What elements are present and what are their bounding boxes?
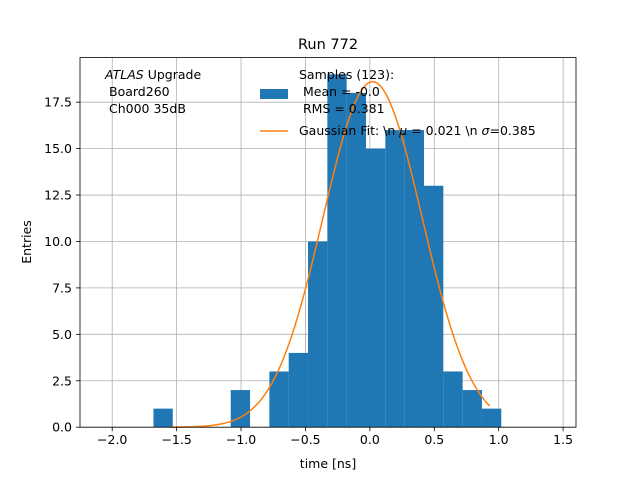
histogram-bar (327, 74, 347, 428)
histogram-bar (462, 390, 482, 428)
x-tick-label: 0.0 (360, 432, 380, 447)
y-tick-label: 7.5 (52, 280, 72, 295)
histogram-bar (481, 408, 502, 428)
legend-fit-suffix: =0.385 (489, 123, 535, 138)
x-axis-label: time [ns] (300, 456, 356, 471)
x-tick-label: −1.0 (226, 432, 256, 447)
histogram-bar (404, 130, 424, 428)
histogram-bar (308, 241, 328, 428)
chart-title: Run 772 (298, 37, 358, 53)
y-tick-label: 12.5 (44, 188, 72, 203)
board-label: Board260 (109, 84, 170, 99)
histogram-bar (423, 185, 444, 428)
x-tick-label: −0.5 (290, 432, 320, 447)
legend-sigma-symbol: σ (482, 123, 491, 138)
legend-fit-prefix: Gaussian Fit: \n (299, 123, 399, 138)
histogram-bars (153, 74, 502, 428)
gaussian-fit-curve (170, 80, 491, 428)
y-tick-label: 5.0 (52, 327, 72, 342)
svg-text:ATLAS Upgrade: ATLAS Upgrade (104, 67, 201, 82)
y-tick-label: 2.5 (52, 373, 72, 388)
x-tick-label: 1.0 (489, 432, 509, 447)
histogram-bar (366, 148, 386, 428)
histogram-bar (230, 390, 251, 428)
y-tick-label: 17.5 (44, 95, 72, 110)
legend-histogram-mean: Mean = -0.0 (299, 84, 380, 99)
plot-frame (79, 57, 577, 428)
legend-histogram-title: Samples (123): (299, 67, 394, 82)
y-axis-label: Entries (19, 220, 34, 264)
legend-mu-symbol: μ (398, 123, 407, 138)
x-axis-ticks: −2.0 −1.5 −1.0 −0.5 0.0 0.5 1.0 1.5 (97, 427, 573, 447)
y-tick-label: 10.0 (44, 234, 72, 249)
channel-label: Ch000 35dB (109, 101, 186, 116)
x-tick-label: 0.5 (424, 432, 444, 447)
atlas-label: ATLAS (104, 67, 144, 82)
histogram-bar (153, 408, 173, 428)
histogram-bar (288, 352, 309, 428)
histogram-bar (385, 130, 405, 428)
legend: Samples (123): Mean = -0.0 RMS = 0.381 G… (260, 67, 536, 138)
histogram-bar (269, 371, 289, 428)
atlas-annotation: ATLAS Upgrade Board260 Ch000 35dB (104, 67, 201, 116)
legend-histogram-swatch (260, 89, 288, 99)
atlas-upgrade-label: Upgrade (144, 67, 202, 82)
x-tick-label: −2.0 (97, 432, 127, 447)
y-tick-label: 0.0 (52, 420, 72, 435)
x-tick-label: 1.5 (553, 432, 573, 447)
histogram-bar (346, 92, 367, 428)
legend-histogram-rms: RMS = 0.381 (299, 101, 385, 116)
x-tick-label: −1.5 (161, 432, 191, 447)
y-axis-ticks: 0.0 2.5 5.0 7.5 10.0 12.5 15.0 17.5 (44, 95, 80, 435)
legend-fit-mid: = 0.021 \n (407, 123, 481, 138)
histogram-bar (443, 371, 463, 428)
svg-text:Gaussian Fit: \n μ = 0.021 \n: Gaussian Fit: \n μ = 0.021 \n σ=0.385 (299, 123, 536, 138)
y-tick-label: 15.0 (44, 141, 72, 156)
